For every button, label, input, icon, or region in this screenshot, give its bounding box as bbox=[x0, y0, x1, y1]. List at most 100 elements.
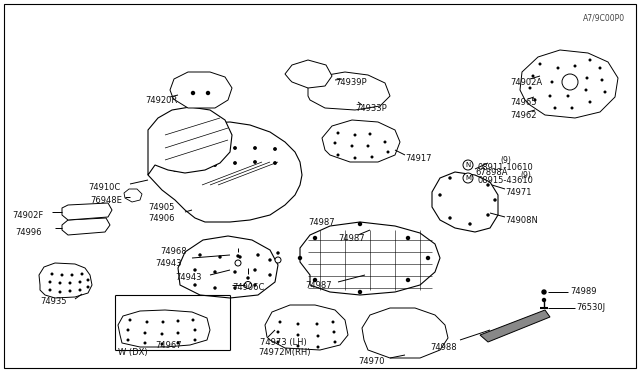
Polygon shape bbox=[148, 107, 232, 175]
Polygon shape bbox=[480, 310, 550, 342]
Circle shape bbox=[254, 284, 256, 286]
Text: N: N bbox=[465, 162, 470, 168]
Circle shape bbox=[354, 134, 356, 136]
Circle shape bbox=[161, 333, 163, 335]
Circle shape bbox=[199, 254, 201, 256]
Text: 74987: 74987 bbox=[305, 280, 332, 289]
Circle shape bbox=[333, 331, 335, 333]
Circle shape bbox=[277, 341, 279, 343]
Text: 74996: 74996 bbox=[15, 228, 42, 237]
Circle shape bbox=[207, 92, 209, 94]
Circle shape bbox=[332, 321, 334, 323]
Circle shape bbox=[69, 290, 71, 292]
Circle shape bbox=[487, 214, 489, 216]
Circle shape bbox=[219, 256, 221, 258]
Text: 74933P: 74933P bbox=[355, 103, 387, 112]
Circle shape bbox=[214, 287, 216, 289]
Circle shape bbox=[177, 342, 179, 344]
Text: 76948E: 76948E bbox=[90, 196, 122, 205]
Polygon shape bbox=[520, 50, 618, 118]
Polygon shape bbox=[300, 222, 440, 295]
Circle shape bbox=[371, 156, 372, 158]
Text: 74973 (LH): 74973 (LH) bbox=[260, 337, 307, 346]
Circle shape bbox=[557, 67, 559, 69]
Circle shape bbox=[277, 331, 279, 333]
Circle shape bbox=[549, 95, 551, 97]
Circle shape bbox=[529, 87, 531, 89]
Circle shape bbox=[369, 133, 371, 135]
Circle shape bbox=[244, 282, 252, 289]
Polygon shape bbox=[322, 120, 400, 162]
Circle shape bbox=[569, 81, 571, 83]
Circle shape bbox=[254, 147, 256, 149]
Circle shape bbox=[234, 271, 236, 273]
Text: 74967: 74967 bbox=[155, 340, 182, 350]
Circle shape bbox=[269, 274, 271, 276]
Circle shape bbox=[367, 145, 369, 147]
Text: 74970: 74970 bbox=[358, 357, 385, 366]
Circle shape bbox=[234, 287, 236, 289]
Circle shape bbox=[254, 161, 256, 163]
Circle shape bbox=[269, 259, 271, 261]
Circle shape bbox=[146, 321, 148, 323]
Circle shape bbox=[571, 107, 573, 109]
Circle shape bbox=[214, 271, 216, 273]
Circle shape bbox=[71, 274, 73, 276]
Circle shape bbox=[469, 223, 471, 225]
Circle shape bbox=[194, 329, 196, 331]
Circle shape bbox=[49, 289, 51, 291]
Circle shape bbox=[275, 257, 281, 263]
Polygon shape bbox=[148, 122, 302, 222]
Polygon shape bbox=[62, 203, 112, 220]
Circle shape bbox=[191, 92, 195, 94]
Circle shape bbox=[574, 65, 576, 67]
Text: 08915-43610: 08915-43610 bbox=[478, 176, 534, 185]
Circle shape bbox=[87, 286, 89, 288]
Circle shape bbox=[279, 321, 281, 323]
Circle shape bbox=[334, 142, 336, 144]
Circle shape bbox=[589, 101, 591, 103]
Circle shape bbox=[214, 149, 216, 151]
Circle shape bbox=[257, 254, 259, 256]
Circle shape bbox=[235, 260, 241, 266]
Circle shape bbox=[127, 329, 129, 331]
Text: 74902A: 74902A bbox=[510, 77, 542, 87]
Circle shape bbox=[439, 194, 441, 196]
Text: 74987: 74987 bbox=[338, 234, 365, 243]
Circle shape bbox=[162, 321, 164, 323]
Circle shape bbox=[297, 345, 299, 347]
Circle shape bbox=[161, 343, 163, 345]
Circle shape bbox=[539, 63, 541, 65]
Text: 74917: 74917 bbox=[405, 154, 431, 163]
Circle shape bbox=[551, 81, 553, 83]
Circle shape bbox=[487, 184, 489, 186]
Polygon shape bbox=[308, 72, 390, 110]
Circle shape bbox=[358, 222, 362, 225]
Circle shape bbox=[127, 339, 129, 341]
Circle shape bbox=[463, 173, 473, 183]
Circle shape bbox=[426, 257, 429, 260]
Text: 74987: 74987 bbox=[308, 218, 335, 227]
Circle shape bbox=[69, 282, 71, 284]
Polygon shape bbox=[432, 172, 498, 232]
Text: 67898A: 67898A bbox=[475, 167, 508, 176]
Text: 74972M(RH): 74972M(RH) bbox=[258, 347, 310, 356]
Circle shape bbox=[87, 279, 89, 281]
Text: 74906C: 74906C bbox=[232, 283, 264, 292]
Circle shape bbox=[542, 290, 546, 294]
Circle shape bbox=[387, 151, 388, 153]
Circle shape bbox=[406, 279, 410, 282]
Text: M: M bbox=[465, 175, 471, 181]
Text: 74908N: 74908N bbox=[505, 215, 538, 224]
Text: 74943: 74943 bbox=[155, 259, 182, 267]
Circle shape bbox=[469, 177, 471, 179]
Text: 74965: 74965 bbox=[510, 97, 536, 106]
Text: 74935: 74935 bbox=[40, 298, 67, 307]
Circle shape bbox=[554, 107, 556, 109]
Circle shape bbox=[49, 281, 51, 283]
Circle shape bbox=[298, 257, 301, 260]
Circle shape bbox=[254, 269, 256, 271]
Text: 74902F: 74902F bbox=[12, 211, 44, 219]
Circle shape bbox=[317, 346, 319, 348]
Circle shape bbox=[334, 341, 336, 343]
